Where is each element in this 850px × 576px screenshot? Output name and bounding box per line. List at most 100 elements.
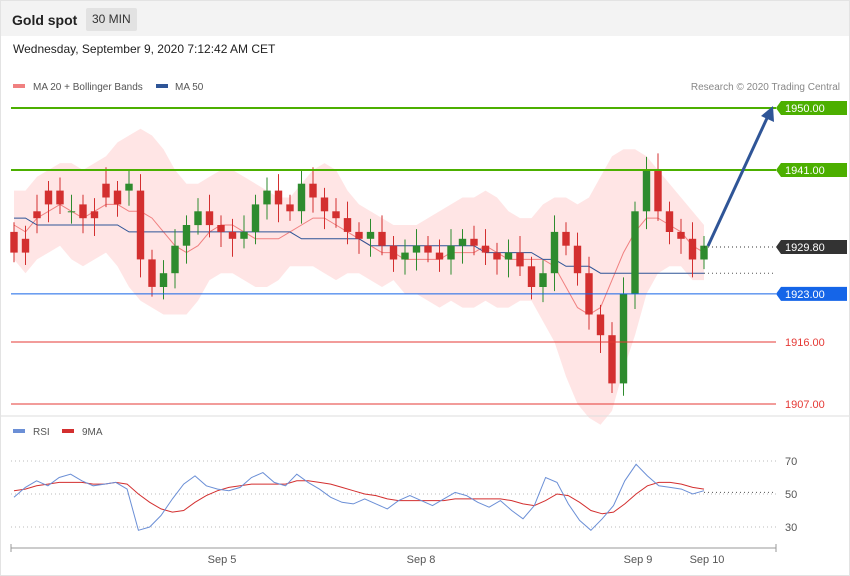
- candle-body: [297, 183, 306, 212]
- candle-body: [228, 231, 237, 239]
- candle-body: [102, 183, 110, 198]
- candle-body: [665, 211, 674, 232]
- candle-body: [516, 252, 524, 267]
- candle-body: [447, 245, 455, 260]
- candle-body: [10, 231, 18, 253]
- chart-header: Gold spot 30 MIN: [1, 1, 849, 36]
- rsi-tick-70: 70: [785, 456, 797, 468]
- target-arrow: [706, 106, 774, 247]
- candle-body: [194, 211, 202, 226]
- candle-body: [366, 231, 375, 239]
- x-tick-label: Sep 9: [624, 554, 653, 566]
- candle-body: [504, 252, 513, 260]
- candle-body: [136, 190, 145, 260]
- candlesticks: [10, 153, 708, 396]
- candle-body: [263, 190, 271, 205]
- candle-body: [642, 170, 651, 212]
- x-tick-label: Sep 10: [690, 554, 725, 566]
- rsi-legend-label: RSI: [33, 427, 50, 438]
- rsi-ma-legend-label: 9MA: [82, 427, 103, 438]
- candle-body: [619, 293, 628, 384]
- arrow-shaft: [706, 115, 770, 247]
- level-label-1950.00: 1950.00: [785, 103, 825, 115]
- candle-body: [355, 231, 363, 239]
- candle-body: [527, 266, 536, 287]
- level-label-1916.00: 1916.00: [785, 337, 825, 349]
- candle-body: [596, 314, 605, 336]
- candle-body: [573, 245, 582, 274]
- candle-body: [44, 190, 53, 205]
- candle-body: [320, 197, 329, 212]
- candle-body: [171, 245, 179, 274]
- candle-body: [67, 211, 76, 213]
- candle-body: [378, 231, 386, 246]
- instrument-title: Gold spot: [12, 12, 78, 28]
- candle-body: [217, 225, 225, 232]
- level-label-1923.00: 1923.00: [785, 289, 825, 301]
- candle-body: [424, 245, 432, 253]
- candle-body: [631, 211, 639, 294]
- candle-body: [56, 190, 64, 205]
- candle-body: [240, 231, 248, 239]
- candle-body: [550, 231, 559, 274]
- x-tick-label: Sep 8: [407, 554, 436, 566]
- candle-body: [562, 231, 570, 246]
- candle-body: [125, 183, 133, 191]
- candle-body: [481, 245, 490, 253]
- candle-body: [458, 238, 467, 246]
- timestamp-line: Wednesday, September 9, 2020 7:12:42 AM …: [13, 42, 276, 56]
- candle-body: [33, 211, 41, 219]
- level-label-1907.00: 1907.00: [785, 399, 825, 411]
- candle-body: [286, 204, 294, 212]
- candle-body: [90, 211, 99, 219]
- rsi-tick-30: 30: [785, 522, 797, 534]
- candle-body: [654, 170, 662, 212]
- candle-body: [343, 218, 352, 232]
- arrow-head: [761, 106, 774, 122]
- candle-body: [309, 183, 317, 198]
- candle-body: [539, 273, 547, 287]
- ma50-legend-swatch: [156, 84, 168, 88]
- x-axis: Sep 5 Sep 8 Sep 9 Sep 10: [10, 544, 777, 566]
- candle-body: [493, 252, 501, 260]
- candle-body: [251, 204, 260, 232]
- credit-text: Research © 2020 Trading Central: [691, 82, 840, 93]
- rsi-panel: 70 50 30: [11, 456, 797, 534]
- level-tag-1950.00: [776, 101, 847, 115]
- candle-body: [608, 335, 616, 384]
- candle-body: [688, 238, 697, 260]
- level-tag-1929.80: [776, 240, 847, 255]
- bollinger-band: [14, 128, 704, 425]
- rsi-ma-legend-swatch: [62, 429, 74, 433]
- candle-body: [470, 238, 478, 246]
- candle-body: [79, 204, 87, 219]
- candle-body: [274, 190, 283, 205]
- candle-body: [148, 259, 156, 287]
- level-tag-1923.00: [776, 286, 847, 301]
- level-label-1941.00: 1941.00: [785, 165, 825, 177]
- rsi-legend-swatch: [13, 429, 25, 433]
- candle-body: [401, 252, 409, 260]
- timeframe-button[interactable]: 30 MIN: [86, 8, 137, 31]
- candle-body: [113, 190, 122, 205]
- rsi-ma-line: [13, 480, 705, 515]
- bollinger-band-area: [14, 128, 704, 425]
- ma50-legend-label: MA 50: [175, 82, 204, 93]
- rsi-line: [13, 463, 705, 531]
- candle-body: [389, 245, 398, 260]
- candle-body: [182, 225, 191, 246]
- candle-body: [677, 231, 685, 239]
- ma20-legend-swatch: [13, 84, 25, 88]
- level-tag-1941.00: [776, 162, 847, 177]
- candle-body: [412, 245, 421, 253]
- rsi-tick-50: 50: [785, 489, 797, 501]
- candle-body: [700, 245, 708, 260]
- candle-body: [332, 211, 340, 219]
- ma20-legend-label: MA 20 + Bollinger Bands: [33, 82, 143, 93]
- x-tick-label: Sep 5: [208, 554, 237, 566]
- candle-body: [205, 211, 214, 226]
- price-levels: 1950.00 1941.00 1929.80 1923.00 1916.00 1907.…: [11, 101, 847, 411]
- candle-body: [435, 252, 444, 260]
- candle-body: [21, 238, 30, 253]
